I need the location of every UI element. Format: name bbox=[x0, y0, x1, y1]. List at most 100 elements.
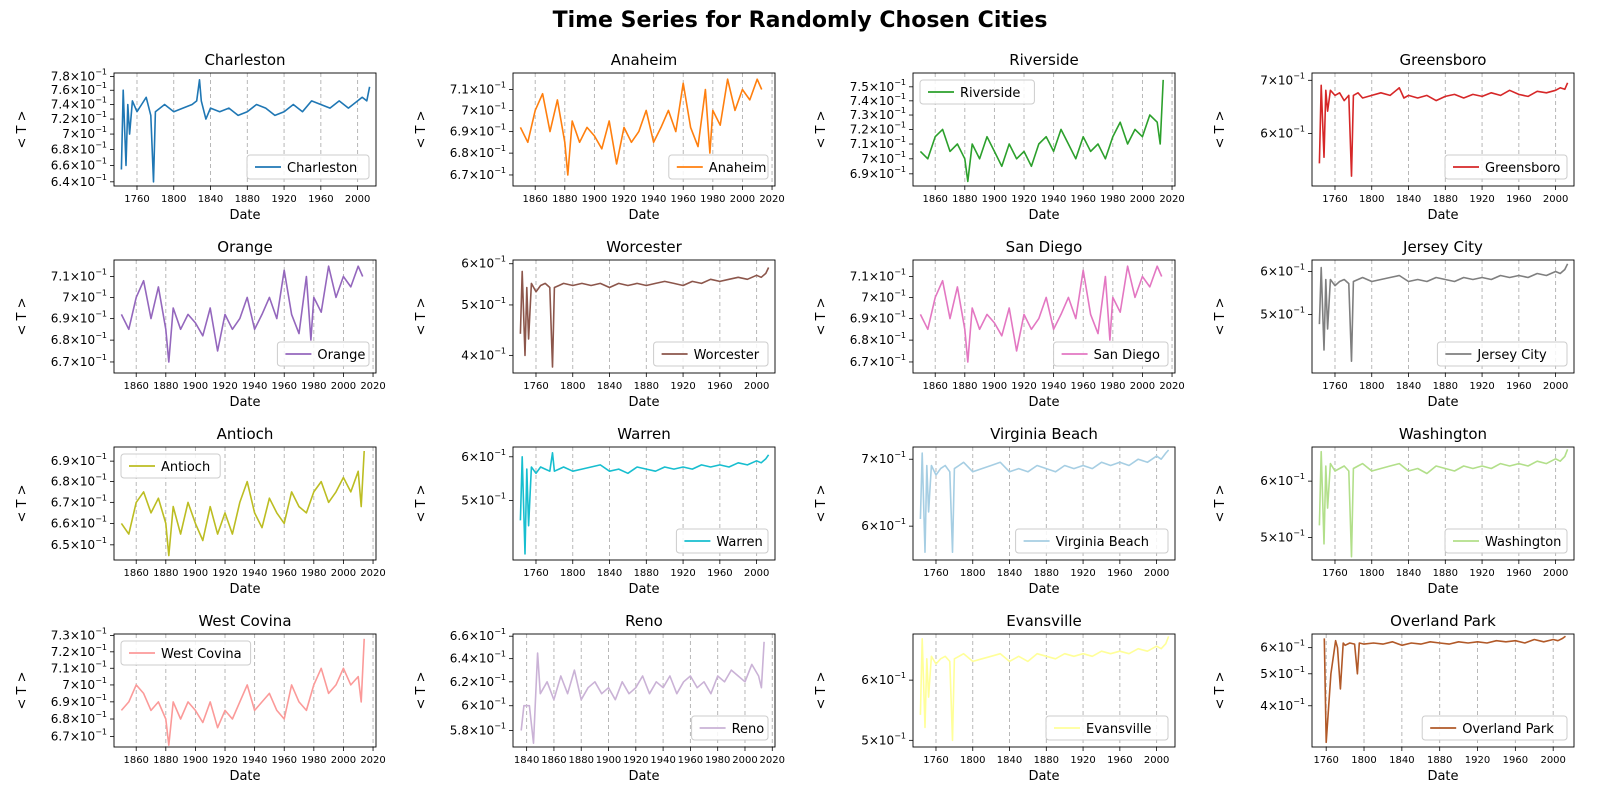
x-tick-label: 1960 bbox=[678, 755, 703, 766]
x-tick-label: 1900 bbox=[183, 755, 208, 766]
x-tick-label: 1760 bbox=[1313, 755, 1338, 766]
legend-box bbox=[120, 640, 252, 666]
subplot-title: Jersey City bbox=[1402, 238, 1483, 256]
x-tick-label: 1860 bbox=[922, 194, 947, 205]
x-tick-label: 1880 bbox=[634, 568, 659, 579]
y-tick-label: 6.8×10−1 bbox=[51, 710, 107, 726]
y-axis-label: < T > bbox=[414, 672, 429, 710]
x-tick-label: 2000 bbox=[1130, 381, 1155, 392]
x-tick-label: 1840 bbox=[1396, 568, 1421, 579]
x-tick-label: 1800 bbox=[161, 194, 186, 205]
x-axis-label: Date bbox=[1028, 208, 1059, 223]
x-tick-label: 1880 bbox=[1034, 568, 1059, 579]
x-tick-label: 1940 bbox=[1041, 194, 1066, 205]
x-tick-label: 1920 bbox=[670, 568, 695, 579]
x-tick-label: 2000 bbox=[730, 194, 755, 205]
subplot-13: Reno 1840 1860 1880 1900 1920 1940 1960 1980 2000… bbox=[414, 612, 785, 784]
y-tick-label: 7×10−1 bbox=[1260, 71, 1305, 87]
y-tick-label: 7.2×10−1 bbox=[51, 110, 107, 126]
legend-label: Washington bbox=[1485, 535, 1561, 550]
x-tick-label: 2000 bbox=[744, 568, 769, 579]
x-tick-label: 1800 bbox=[960, 755, 985, 766]
x-tick-label: 1760 bbox=[523, 568, 548, 579]
x-axis-label: Date bbox=[628, 395, 659, 410]
x-tick-label: 1980 bbox=[301, 755, 326, 766]
y-tick-label: 6.8×10−1 bbox=[450, 144, 506, 160]
x-tick-label: 2020 bbox=[360, 381, 385, 392]
x-tick-label: 1920 bbox=[1465, 755, 1490, 766]
legend-box bbox=[653, 341, 769, 367]
y-tick-label: 6.4×10−1 bbox=[51, 173, 107, 189]
x-axis-label: Date bbox=[1427, 769, 1458, 784]
x-tick-label: 1920 bbox=[670, 381, 695, 392]
x-tick-label: 1940 bbox=[242, 568, 267, 579]
x-axis-label: Date bbox=[1427, 208, 1458, 223]
subplot-4: Orange 1860 1880 1900 1920 1940 1960 1980 2000 20… bbox=[15, 238, 386, 410]
x-tick-label: 1980 bbox=[1100, 381, 1125, 392]
x-tick-label: 1800 bbox=[1359, 381, 1384, 392]
series-line bbox=[919, 636, 1170, 742]
y-tick-label: 7×10−1 bbox=[62, 125, 107, 141]
y-axis-label: < T > bbox=[414, 298, 429, 336]
legend-box bbox=[668, 154, 769, 180]
x-tick-label: 1760 bbox=[1322, 194, 1347, 205]
legend-box bbox=[1436, 341, 1568, 367]
x-tick-label: 1960 bbox=[670, 194, 695, 205]
x-axis-label: Date bbox=[628, 208, 659, 223]
x-tick-label: 1840 bbox=[198, 194, 223, 205]
x-tick-label: 1920 bbox=[1469, 568, 1494, 579]
y-tick-label: 7.1×10−1 bbox=[450, 81, 506, 97]
y-axis-label: < T > bbox=[15, 111, 30, 149]
x-tick-label: 1900 bbox=[183, 568, 208, 579]
y-tick-label: 6.5×10−1 bbox=[51, 536, 107, 552]
subplot-7: Jersey City 1760 1800 1840 1880 1920 1960 2000 5… bbox=[1213, 238, 1575, 410]
x-axis-label: Date bbox=[1427, 582, 1458, 597]
x-tick-label: 1920 bbox=[212, 568, 237, 579]
x-tick-label: 2000 bbox=[331, 568, 356, 579]
legend-label: Greensboro bbox=[1485, 161, 1560, 176]
x-tick-label: 2000 bbox=[1543, 568, 1568, 579]
legend-box bbox=[120, 453, 221, 479]
x-tick-label: 1980 bbox=[705, 755, 730, 766]
legend-box bbox=[1053, 341, 1169, 367]
legend-box bbox=[1045, 715, 1169, 741]
y-axis-label: < T > bbox=[1213, 298, 1228, 336]
x-tick-label: 1920 bbox=[611, 194, 636, 205]
subplot-1: Anaheim 1860 1880 1900 1920 1940 1960 1980 2000 2… bbox=[414, 51, 785, 223]
x-tick-label: 2020 bbox=[759, 194, 784, 205]
subplot-14: Evansville 1760 1800 1840 1880 1920 1960 2000 5×… bbox=[814, 612, 1176, 784]
x-tick-label: 1880 bbox=[1433, 568, 1458, 579]
y-axis-label: < T > bbox=[1213, 672, 1228, 710]
y-tick-label: 6.7×10−1 bbox=[51, 493, 107, 509]
y-tick-label: 6.8×10−1 bbox=[850, 331, 906, 347]
y-axis-label: < T > bbox=[15, 672, 30, 710]
x-tick-label: 1860 bbox=[123, 568, 148, 579]
x-tick-label: 1960 bbox=[271, 381, 296, 392]
x-axis-label: Date bbox=[1427, 395, 1458, 410]
subplot-title: Anaheim bbox=[611, 51, 677, 69]
y-tick-label: 6.9×10−1 bbox=[850, 165, 906, 181]
y-tick-label: 6.6×10−1 bbox=[450, 627, 506, 643]
y-tick-label: 7.4×10−1 bbox=[51, 95, 107, 111]
y-tick-label: 6×10−1 bbox=[861, 671, 906, 687]
legend-label: West Covina bbox=[161, 647, 242, 662]
y-tick-label: 7×10−1 bbox=[62, 676, 107, 692]
series-line bbox=[120, 638, 365, 747]
x-tick-label: 1920 bbox=[212, 381, 237, 392]
axes-frame bbox=[912, 633, 1176, 748]
x-tick-label: 1920 bbox=[271, 194, 296, 205]
legend-label: Riverside bbox=[960, 86, 1020, 101]
y-tick-label: 7.4×10−1 bbox=[850, 92, 906, 108]
y-tick-label: 6.9×10−1 bbox=[51, 452, 107, 468]
subplot-title: Warren bbox=[617, 425, 671, 443]
x-tick-label: 2000 bbox=[1144, 755, 1169, 766]
x-tick-label: 2020 bbox=[1159, 381, 1184, 392]
x-tick-label: 1940 bbox=[242, 755, 267, 766]
x-tick-label: 2020 bbox=[360, 568, 385, 579]
series-line bbox=[919, 449, 1170, 554]
y-tick-label: 4×10−1 bbox=[461, 346, 506, 362]
x-tick-label: 2000 bbox=[331, 755, 356, 766]
x-tick-label: 1800 bbox=[560, 568, 585, 579]
x-tick-label: 1960 bbox=[1506, 568, 1531, 579]
x-tick-label: 1880 bbox=[1427, 755, 1452, 766]
